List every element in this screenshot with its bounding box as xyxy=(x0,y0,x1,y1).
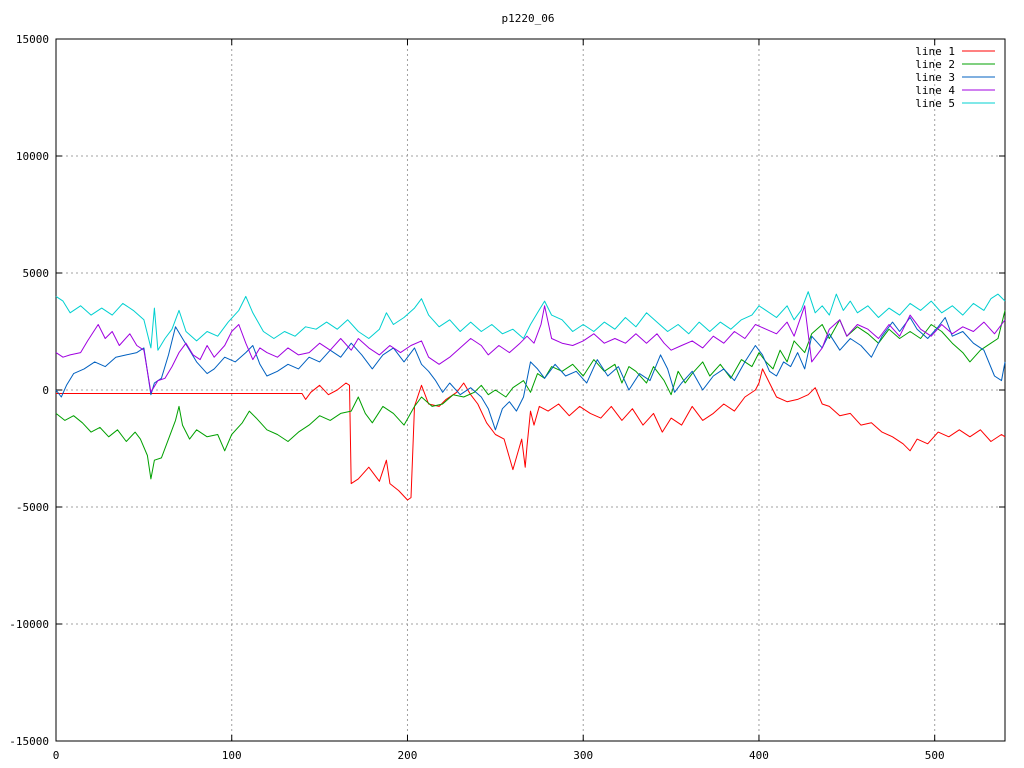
grid-lines xyxy=(56,39,1005,741)
x-tick-label: 400 xyxy=(749,749,769,762)
x-tick-label: 500 xyxy=(925,749,945,762)
y-tick-label: 5000 xyxy=(23,267,50,280)
series-line-4 xyxy=(55,305,1006,393)
series-line-5 xyxy=(55,291,1006,351)
x-tick-label: 200 xyxy=(398,749,418,762)
x-tick-label: 100 xyxy=(222,749,242,762)
series-line-2 xyxy=(55,310,1006,480)
y-tick-label: 0 xyxy=(42,384,49,397)
legend-label-4: line 4 xyxy=(915,84,955,97)
y-tick-label: 15000 xyxy=(16,33,49,46)
y-tick-label: -5000 xyxy=(16,501,49,514)
series-line-1 xyxy=(56,368,1006,501)
chart-title: p1220_06 xyxy=(502,12,555,25)
legend-label-3: line 3 xyxy=(915,71,955,84)
axes: 0 100 200 300 400 500 -15000 -10000 -5000 0 5000 10… xyxy=(9,33,1006,762)
legend-label-2: line 2 xyxy=(915,58,955,71)
series-line-3 xyxy=(55,317,1006,431)
y-tick-label: -15000 xyxy=(9,735,49,748)
x-tick-label: 300 xyxy=(573,749,593,762)
y-tick-label: -10000 xyxy=(9,618,49,631)
y-tick-label: 10000 xyxy=(16,150,49,163)
x-tick-label: 0 xyxy=(53,749,60,762)
legend-label-5: line 5 xyxy=(915,97,955,110)
series-lines xyxy=(55,291,1006,501)
legend-label-1: line 1 xyxy=(915,45,955,58)
